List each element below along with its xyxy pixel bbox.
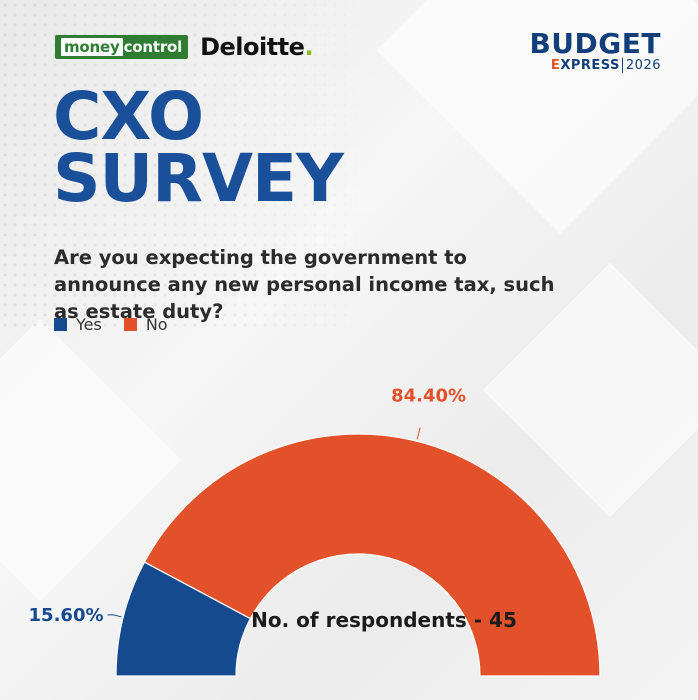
legend-label-no: No	[145, 315, 168, 334]
chart-legend: Yes No	[54, 315, 190, 334]
data-label-yes: 15.60%	[29, 605, 104, 626]
title-line-2: SURVEY	[53, 140, 344, 217]
legend-item-yes: Yes	[54, 315, 102, 334]
legend-item-no: No	[123, 315, 168, 334]
legend-swatch-no	[123, 318, 137, 331]
leader-line-no	[416, 427, 421, 440]
legend-swatch-yes	[54, 318, 67, 331]
respondents-note: No. of respondents - 45	[251, 608, 517, 632]
deloitte-logo: Deloitte.	[200, 33, 314, 61]
leader-line-yes	[107, 614, 122, 618]
partner-logos: money control Deloitte.	[55, 33, 314, 61]
budget-express-logo: BUDGET EXPRESS 2026	[529, 30, 661, 74]
data-label-no: 84.40%	[391, 386, 466, 407]
title-line-1: CXO	[53, 78, 204, 155]
budget-logo-subtitle: EXPRESS 2026	[550, 58, 661, 73]
budget-logo-title: BUDGET	[529, 27, 661, 60]
moneycontrol-logo: money control	[55, 35, 189, 59]
survey-question: Are you expecting the government to anno…	[54, 246, 555, 323]
slice-no	[143, 433, 601, 677]
legend-label-yes: Yes	[76, 315, 102, 334]
page-title: CXO SURVEY	[53, 78, 344, 217]
